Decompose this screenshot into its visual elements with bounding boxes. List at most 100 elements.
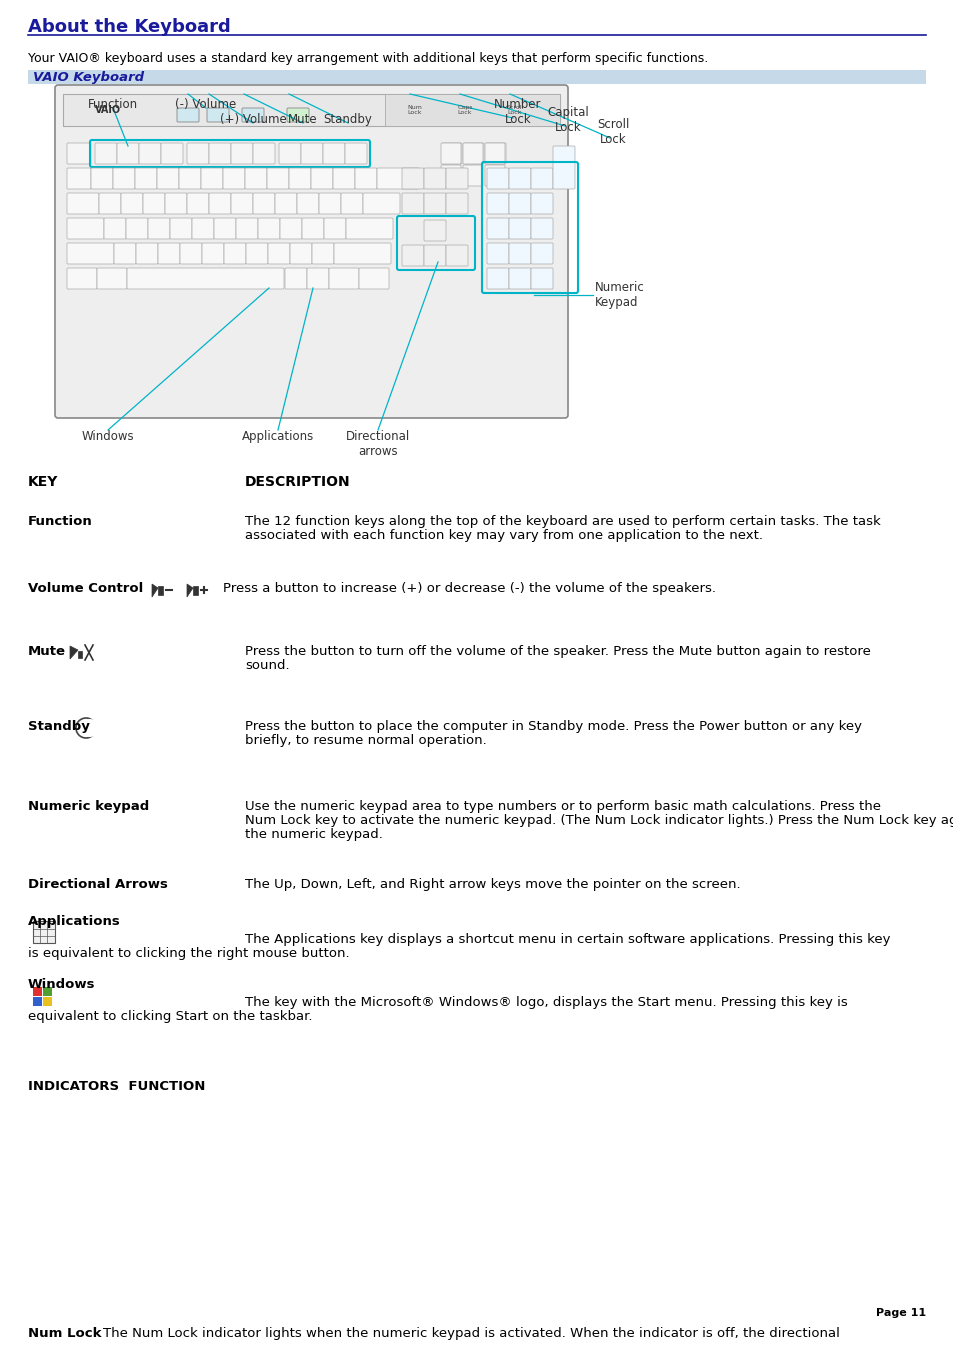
FancyBboxPatch shape	[257, 218, 280, 239]
Text: The 12 function keys along the top of the keyboard are used to perform certain t: The 12 function keys along the top of th…	[245, 515, 880, 528]
FancyBboxPatch shape	[231, 193, 253, 213]
FancyBboxPatch shape	[253, 143, 274, 163]
Text: Function: Function	[28, 515, 92, 528]
FancyBboxPatch shape	[485, 143, 505, 163]
Text: Your VAIO® keyboard uses a standard key arrangement with additional keys that pe: Your VAIO® keyboard uses a standard key …	[28, 51, 707, 65]
FancyBboxPatch shape	[446, 193, 468, 213]
FancyBboxPatch shape	[177, 108, 199, 122]
FancyBboxPatch shape	[334, 243, 391, 263]
Text: (-) Volume: (-) Volume	[175, 99, 236, 111]
Bar	[28, 70, 925, 84]
FancyBboxPatch shape	[531, 193, 553, 213]
FancyBboxPatch shape	[126, 218, 148, 239]
Text: The Up, Down, Left, and Right arrow keys move the pointer on the screen.: The Up, Down, Left, and Right arrow keys…	[245, 878, 740, 892]
Bar	[385, 95, 559, 126]
FancyBboxPatch shape	[290, 243, 312, 263]
FancyBboxPatch shape	[127, 267, 284, 289]
FancyBboxPatch shape	[285, 267, 307, 289]
FancyBboxPatch shape	[509, 218, 531, 239]
FancyBboxPatch shape	[55, 85, 567, 417]
FancyBboxPatch shape	[463, 143, 483, 163]
FancyBboxPatch shape	[209, 143, 231, 163]
FancyBboxPatch shape	[213, 218, 235, 239]
FancyBboxPatch shape	[157, 168, 179, 189]
FancyBboxPatch shape	[509, 267, 531, 289]
FancyBboxPatch shape	[274, 193, 296, 213]
FancyBboxPatch shape	[509, 168, 531, 189]
FancyBboxPatch shape	[423, 168, 446, 189]
Text: Number
Lock: Number Lock	[494, 99, 541, 126]
FancyBboxPatch shape	[423, 220, 446, 240]
FancyBboxPatch shape	[267, 168, 289, 189]
FancyBboxPatch shape	[401, 168, 423, 189]
FancyBboxPatch shape	[192, 218, 213, 239]
FancyBboxPatch shape	[148, 218, 170, 239]
Circle shape	[81, 719, 99, 738]
FancyBboxPatch shape	[158, 243, 180, 263]
FancyBboxPatch shape	[440, 165, 460, 186]
Text: The Num Lock indicator lights when the numeric keypad is activated. When the ind: The Num Lock indicator lights when the n…	[103, 1327, 839, 1340]
Text: sound.: sound.	[245, 659, 290, 671]
Bar	[63, 95, 559, 126]
Polygon shape	[187, 584, 193, 597]
FancyBboxPatch shape	[531, 168, 553, 189]
FancyBboxPatch shape	[97, 267, 127, 289]
Text: Mute: Mute	[28, 644, 66, 658]
FancyBboxPatch shape	[307, 267, 329, 289]
Text: Scroll
Lock: Scroll Lock	[597, 118, 629, 146]
FancyBboxPatch shape	[67, 218, 104, 239]
Text: Num
Lock: Num Lock	[407, 104, 422, 115]
FancyBboxPatch shape	[246, 243, 268, 263]
FancyBboxPatch shape	[235, 218, 257, 239]
Text: Num Lock: Num Lock	[28, 1327, 101, 1340]
FancyBboxPatch shape	[311, 168, 333, 189]
FancyBboxPatch shape	[346, 218, 393, 239]
FancyBboxPatch shape	[486, 218, 509, 239]
Text: Volume Control: Volume Control	[28, 582, 143, 594]
Text: Press the button to place the computer in Standby mode. Press the Power button o: Press the button to place the computer i…	[245, 720, 862, 734]
FancyBboxPatch shape	[253, 193, 274, 213]
FancyBboxPatch shape	[296, 193, 318, 213]
FancyBboxPatch shape	[117, 143, 139, 163]
FancyBboxPatch shape	[143, 193, 165, 213]
FancyBboxPatch shape	[67, 267, 97, 289]
Text: Numeric
Keypad: Numeric Keypad	[595, 281, 644, 309]
Text: briefly, to resume normal operation.: briefly, to resume normal operation.	[245, 734, 486, 747]
Bar	[193, 586, 198, 594]
Text: The Applications key displays a shortcut menu in certain software applications. : The Applications key displays a shortcut…	[245, 934, 889, 946]
FancyBboxPatch shape	[223, 168, 245, 189]
Bar	[33, 921, 55, 943]
FancyBboxPatch shape	[486, 243, 509, 263]
FancyBboxPatch shape	[446, 168, 468, 189]
Text: associated with each function key may vary from one application to the next.: associated with each function key may va…	[245, 530, 762, 542]
FancyBboxPatch shape	[358, 267, 389, 289]
Text: Num Lock key to activate the numeric keypad. (The Num Lock indicator lights.) Pr: Num Lock key to activate the numeric key…	[245, 815, 953, 827]
FancyBboxPatch shape	[245, 168, 267, 189]
FancyBboxPatch shape	[280, 218, 302, 239]
FancyBboxPatch shape	[329, 267, 358, 289]
Text: Standby: Standby	[323, 113, 372, 126]
FancyBboxPatch shape	[355, 168, 376, 189]
FancyBboxPatch shape	[207, 108, 229, 122]
FancyBboxPatch shape	[180, 243, 202, 263]
FancyBboxPatch shape	[363, 193, 399, 213]
FancyBboxPatch shape	[531, 267, 553, 289]
FancyBboxPatch shape	[104, 218, 126, 239]
Text: Windows: Windows	[82, 430, 134, 443]
Text: (+) Volume: (+) Volume	[219, 113, 286, 126]
Text: Mute: Mute	[288, 113, 317, 126]
FancyBboxPatch shape	[376, 168, 418, 189]
FancyBboxPatch shape	[312, 243, 334, 263]
FancyBboxPatch shape	[509, 193, 531, 213]
FancyBboxPatch shape	[531, 218, 553, 239]
FancyBboxPatch shape	[324, 218, 346, 239]
Text: Directional Arrows: Directional Arrows	[28, 878, 168, 892]
FancyBboxPatch shape	[91, 168, 112, 189]
Text: Use the numeric keypad area to type numbers or to perform basic math calculation: Use the numeric keypad area to type numb…	[245, 800, 880, 813]
Bar	[33, 997, 42, 1006]
FancyBboxPatch shape	[340, 193, 363, 213]
FancyBboxPatch shape	[187, 193, 209, 213]
Text: Applications: Applications	[242, 430, 314, 443]
FancyBboxPatch shape	[165, 193, 187, 213]
Text: VAIO Keyboard: VAIO Keyboard	[33, 72, 144, 84]
